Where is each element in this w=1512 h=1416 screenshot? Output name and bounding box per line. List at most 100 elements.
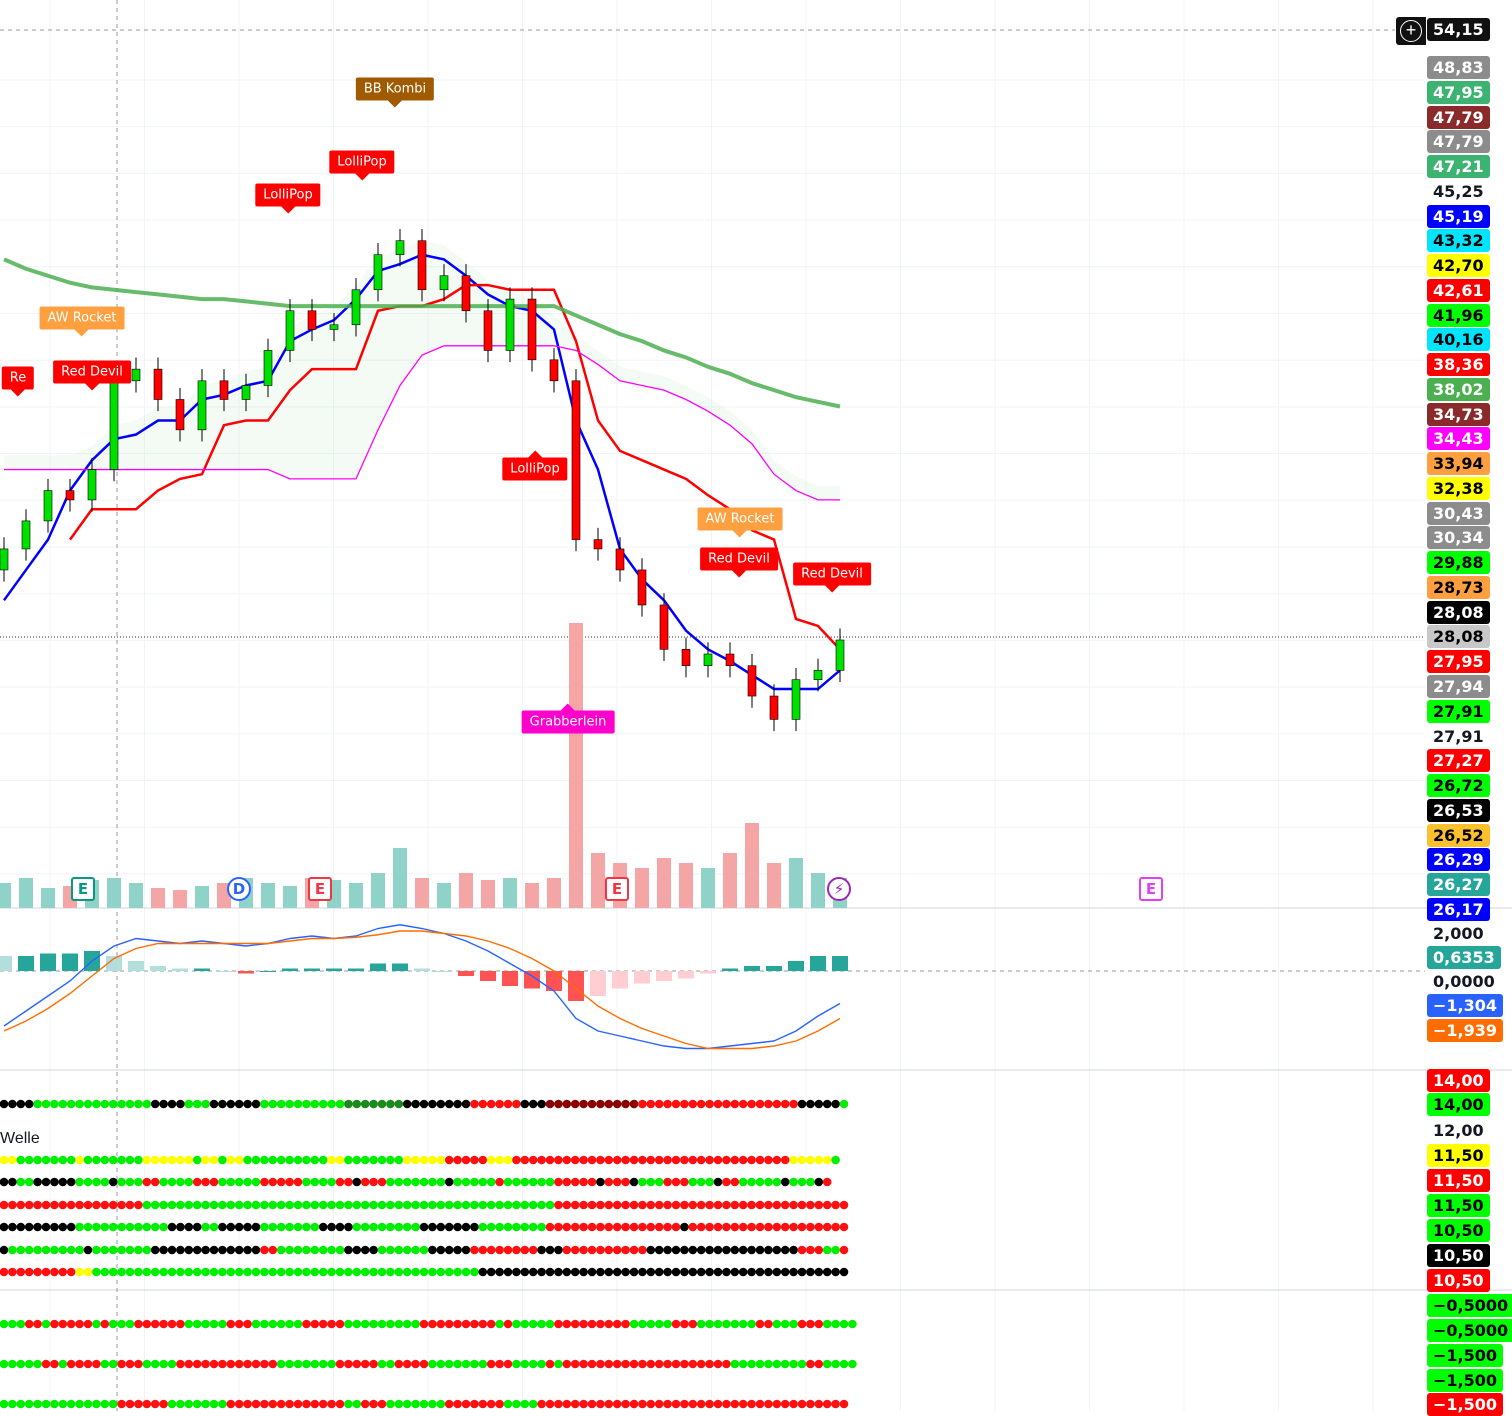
- indicator-value-label: 14,00: [1427, 1069, 1490, 1092]
- signal-dot: [218, 1155, 227, 1165]
- signal-dot: [495, 1399, 504, 1409]
- signal-dot: [142, 1155, 152, 1165]
- price-label: 26,52: [1427, 823, 1490, 847]
- signal-dot: [629, 1099, 639, 1109]
- signal-dot: [310, 1319, 320, 1329]
- price-label: 47,79: [1427, 130, 1490, 154]
- signal-dot: [209, 1222, 219, 1232]
- signal-dot: [831, 1155, 840, 1165]
- signal-dot: [176, 1399, 185, 1409]
- signal-dot: [83, 1200, 93, 1210]
- signal-dot: [285, 1099, 294, 1109]
- signal-dot: [117, 1177, 126, 1187]
- signal-dot: [92, 1319, 101, 1329]
- signal-dot: [562, 1267, 572, 1277]
- signal-dot: [671, 1099, 681, 1109]
- signal-label[interactable]: LolliPop: [502, 450, 568, 481]
- signal-dot: [209, 1319, 219, 1329]
- signal-dot: [234, 1267, 244, 1277]
- lightning-icon[interactable]: ⚡: [827, 877, 851, 901]
- signal-dot: [184, 1319, 194, 1329]
- signal-dot: [352, 1267, 362, 1277]
- add-alert-button[interactable]: +: [1396, 17, 1426, 45]
- macd-histogram-bar: [194, 968, 210, 971]
- signal-dot: [495, 1245, 504, 1255]
- signal-dot: [0, 1359, 9, 1369]
- signal-dot: [209, 1200, 219, 1210]
- signal-dot: [461, 1359, 471, 1369]
- signal-dot: [402, 1245, 412, 1255]
- volume-bar: [591, 853, 605, 908]
- signal-dot: [108, 1359, 118, 1369]
- signal-dot: [16, 1177, 26, 1187]
- price-label: 27,91: [1427, 699, 1490, 723]
- signal-dot: [419, 1267, 429, 1277]
- signal-dot: [444, 1359, 454, 1369]
- signal-dot: [386, 1222, 395, 1232]
- earnings-icon[interactable]: E: [308, 877, 332, 901]
- signal-label[interactable]: Red Devil: [700, 547, 778, 578]
- signal-label[interactable]: LolliPop: [255, 183, 321, 214]
- signal-label[interactable]: AW Rocket: [697, 507, 783, 538]
- signal-dot: [528, 1359, 538, 1369]
- signal-dot: [402, 1099, 412, 1109]
- signal-dot: [209, 1245, 219, 1255]
- signal-dot: [629, 1399, 639, 1409]
- signal-dot: [0, 1267, 9, 1277]
- signal-dot: [184, 1359, 194, 1369]
- signal-dot: [58, 1200, 68, 1210]
- signal-dot: [579, 1245, 588, 1255]
- signal-dot: [24, 1399, 34, 1409]
- signal-dot: [755, 1099, 765, 1109]
- signal-dot: [360, 1222, 370, 1232]
- signal-dot: [159, 1319, 168, 1329]
- signal-dot: [621, 1245, 630, 1255]
- earnings-icon[interactable]: E: [605, 877, 629, 901]
- signal-dot: [436, 1155, 446, 1165]
- signal-dot: [512, 1399, 521, 1409]
- signal-dot: [83, 1359, 93, 1369]
- signal-label[interactable]: AW Rocket: [39, 306, 125, 337]
- earnings-icon[interactable]: E: [71, 877, 95, 901]
- signal-dot: [167, 1177, 177, 1187]
- signal-dot: [386, 1177, 395, 1187]
- price-label: 47,21: [1427, 155, 1490, 179]
- price-label: 27,94: [1427, 675, 1490, 698]
- indicator-line: [4, 345, 840, 501]
- signal-label[interactable]: Red Devil: [53, 360, 131, 391]
- macd-histogram-bar: [304, 968, 320, 971]
- signal-dot: [797, 1099, 807, 1109]
- indicator-value-label: 0,0000: [1433, 972, 1495, 991]
- signal-dot: [579, 1099, 588, 1109]
- signal-dot: [512, 1099, 521, 1109]
- signal-dot: [335, 1099, 345, 1109]
- macd-histogram-bar: [260, 971, 276, 972]
- signal-dot: [176, 1359, 185, 1369]
- signal-dot: [293, 1399, 303, 1409]
- signal-dot: [335, 1200, 345, 1210]
- signal-dot: [386, 1359, 395, 1369]
- signal-label[interactable]: LolliPop: [329, 150, 395, 181]
- signal-label[interactable]: Grabberlein: [521, 703, 615, 734]
- signal-dot: [738, 1319, 748, 1329]
- candle-body: [21, 520, 31, 550]
- price-label: 38,02: [1427, 377, 1490, 401]
- signal-dot: [335, 1359, 345, 1369]
- earnings-icon[interactable]: E: [1139, 877, 1163, 901]
- signal-label[interactable]: BB Kombi: [355, 77, 435, 108]
- dividend-icon[interactable]: D: [227, 877, 251, 901]
- signal-dot: [806, 1222, 815, 1232]
- signal-dot: [192, 1399, 202, 1409]
- signal-label[interactable]: Re: [1, 366, 35, 397]
- signal-dot: [696, 1155, 706, 1165]
- signal-dot: [209, 1267, 219, 1277]
- signal-dot: [814, 1319, 824, 1329]
- signal-label[interactable]: Red Devil: [793, 562, 871, 593]
- signal-dot: [629, 1155, 639, 1165]
- volume-bar: [195, 886, 209, 908]
- signal-dot: [545, 1319, 555, 1329]
- signal-dot: [108, 1099, 118, 1109]
- signal-dot: [33, 1319, 42, 1329]
- signal-dot: [621, 1200, 630, 1210]
